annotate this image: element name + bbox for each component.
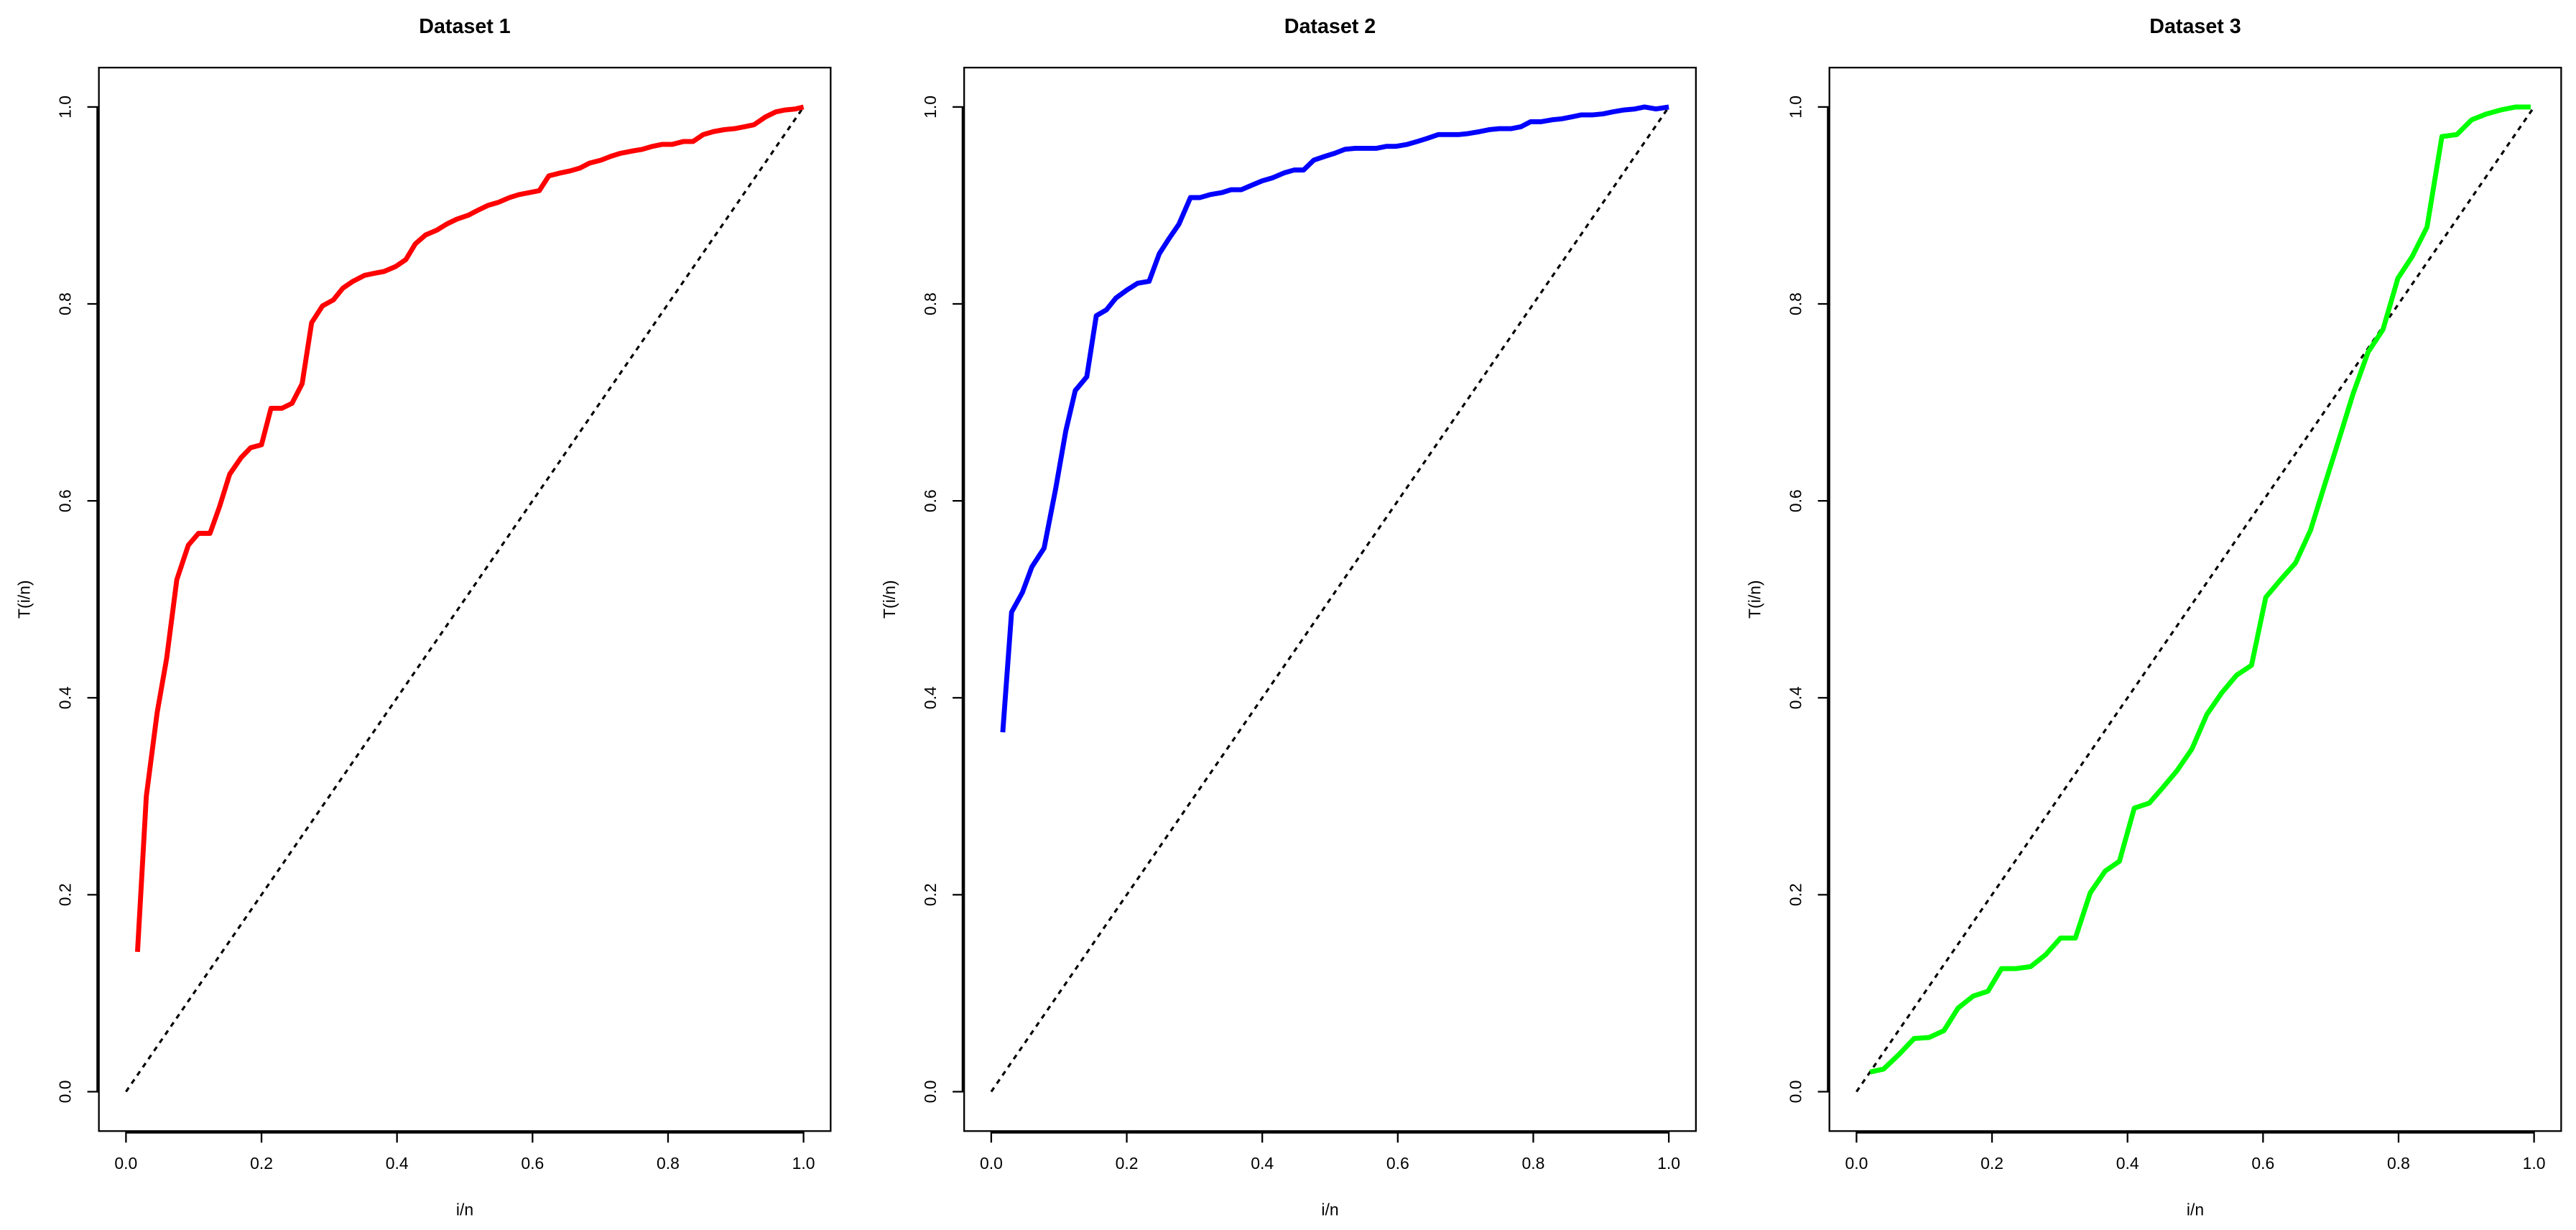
reference-line xyxy=(125,106,805,1093)
x-tick-label: 0.0 xyxy=(980,1154,1003,1173)
x-tick-label: 1.0 xyxy=(792,1154,815,1173)
y-tick-label: 0.2 xyxy=(1787,883,1805,906)
y-axis-label: T(i/n) xyxy=(880,580,899,619)
chart-title: Dataset 1 xyxy=(419,15,511,38)
y-tick-label: 0.6 xyxy=(921,489,940,512)
y-axis-label: T(i/n) xyxy=(1745,580,1764,619)
x-tick-label: 0.0 xyxy=(1845,1154,1868,1173)
y-tick-label: 0.2 xyxy=(921,883,940,906)
y-tick-label: 1.0 xyxy=(921,96,940,119)
y-tick-label: 1.0 xyxy=(1787,96,1805,119)
x-axis-label: i/n xyxy=(1321,1200,1338,1219)
x-tick-label: 0.4 xyxy=(1251,1154,1274,1173)
x-tick-label: 0.6 xyxy=(2251,1154,2274,1173)
x-tick-label: 0.2 xyxy=(1980,1154,2003,1173)
data-line xyxy=(134,104,805,953)
data-line xyxy=(1869,104,2531,1075)
chart-title: Dataset 2 xyxy=(1284,15,1376,38)
y-tick-label: 0.6 xyxy=(1787,489,1805,512)
x-tick-label: 0.0 xyxy=(114,1154,137,1173)
x-tick-label: 0.4 xyxy=(2116,1154,2139,1173)
y-axis-label: T(i/n) xyxy=(14,580,33,619)
y-tick-label: 0.2 xyxy=(56,883,75,906)
y-tick-label: 1.0 xyxy=(56,96,75,119)
x-tick-label: 0.6 xyxy=(521,1154,544,1173)
x-tick-label: 1.0 xyxy=(1657,1154,1680,1173)
x-tick-label: 0.8 xyxy=(1522,1154,1545,1173)
y-tick-label: 0.4 xyxy=(1787,686,1805,709)
x-tick-label: 0.6 xyxy=(1386,1154,1409,1173)
y-tick-label: 0.0 xyxy=(921,1081,940,1104)
plot-frame xyxy=(1828,66,2562,1132)
plot-frame xyxy=(98,66,832,1132)
y-tick-label: 0.6 xyxy=(56,489,75,512)
data-line xyxy=(1000,104,1669,733)
x-tick-label: 0.4 xyxy=(386,1154,409,1173)
x-tick-label: 0.2 xyxy=(250,1154,273,1173)
x-axis-label: i/n xyxy=(456,1200,473,1219)
y-tick-label: 0.4 xyxy=(56,686,75,709)
y-tick-label: 0.8 xyxy=(921,292,940,315)
y-tick-label: 0.0 xyxy=(56,1081,75,1104)
plot-frame xyxy=(963,66,1697,1132)
y-tick-label: 0.8 xyxy=(1787,292,1805,315)
x-tick-label: 0.8 xyxy=(2387,1154,2410,1173)
y-tick-label: 0.8 xyxy=(56,292,75,315)
y-tick-label: 0.0 xyxy=(1787,1081,1805,1104)
x-axis-label: i/n xyxy=(2187,1200,2204,1219)
x-tick-label: 0.2 xyxy=(1116,1154,1139,1173)
reference-line xyxy=(1855,106,2535,1093)
x-tick-label: 1.0 xyxy=(2523,1154,2546,1173)
chart-title: Dataset 3 xyxy=(2149,15,2241,38)
reference-line xyxy=(990,106,1670,1093)
y-tick-label: 0.4 xyxy=(921,686,940,709)
x-tick-label: 0.8 xyxy=(657,1154,680,1173)
